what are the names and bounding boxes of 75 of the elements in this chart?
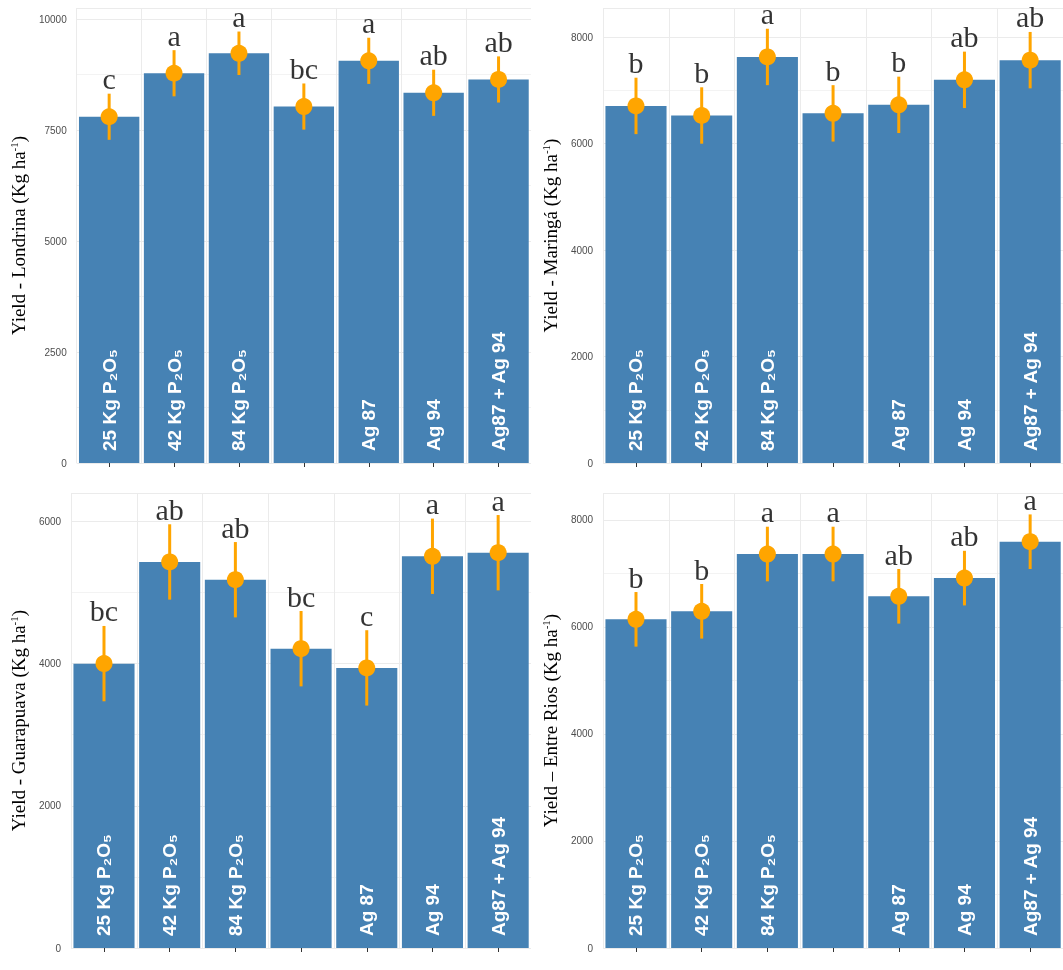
y-tick-label: 7500 — [44, 124, 68, 136]
annotation: bc — [286, 579, 316, 613]
y-tick-label: 0 — [587, 942, 594, 954]
y-tick-label: 8000 — [570, 514, 594, 526]
y-tick-label: 8000 — [570, 31, 594, 43]
annotation: ab — [419, 38, 448, 72]
annotation: bc — [89, 594, 119, 628]
x-tick-label: 84 Kg P₂O₅ — [756, 834, 778, 936]
y-tick-label: 0 — [587, 457, 594, 469]
y-tick-label: 6000 — [38, 515, 62, 527]
y-tick-label: 2000 — [38, 800, 62, 812]
x-tick-label: Ag87 + Ag 94 — [488, 331, 510, 451]
annotation: a — [362, 6, 376, 40]
annotation: b — [628, 46, 644, 80]
x-tick-label: Ag 94 — [953, 398, 975, 451]
annotation: c — [102, 62, 116, 96]
x-tick-label: Ag 87 — [888, 399, 910, 451]
annotation: c — [360, 598, 374, 632]
annotation: b — [694, 55, 710, 89]
x-tick-label: Ag 94 — [421, 883, 443, 936]
annotation: b — [825, 53, 841, 87]
annotation: ab — [1015, 0, 1045, 34]
y-tick-label: 6000 — [570, 138, 594, 150]
y-axis-title: Yield - Maringá (Kg ha-1) — [539, 138, 562, 333]
annotation: bc — [289, 51, 319, 85]
y-tick-label: 10000 — [38, 13, 68, 25]
annotation: a — [826, 495, 840, 529]
annotation: b — [628, 560, 644, 594]
y-tick-label: 2500 — [44, 346, 68, 358]
y-axis-title: Yield – Entre Rios (Kg ha-1) — [539, 613, 562, 828]
y-tick-label: 2000 — [570, 351, 594, 363]
x-tick-label: 42 Kg P₂O₅ — [159, 834, 181, 936]
annotation: a — [167, 18, 181, 52]
annotation: ab — [950, 20, 979, 54]
annotation: a — [232, 0, 246, 34]
annotation: ab — [884, 537, 913, 571]
x-tick-label: 84 Kg P₂O₅ — [756, 349, 778, 451]
annotation: ab — [155, 492, 184, 526]
y-tick-label: 5000 — [44, 235, 68, 247]
x-tick-label: 42 Kg P₂O₅ — [691, 834, 713, 936]
x-tick-label: Ag87 + Ag 94 — [1019, 331, 1041, 451]
x-tick-label: Ag 87 — [356, 884, 378, 936]
x-tick-label: Ag 94 — [953, 883, 975, 936]
annotation: ab — [221, 510, 250, 544]
x-tick-label: 25 Kg P₂O₅ — [93, 834, 115, 936]
x-tick-label: Ag 87 — [888, 884, 910, 936]
annotation: a — [760, 495, 775, 529]
x-tick-label: 25 Kg P₂O₅ — [625, 834, 647, 936]
annotation: a — [760, 0, 775, 31]
x-tick-label: Ag87 + Ag 94 — [487, 816, 509, 936]
y-tick-label: 6000 — [570, 621, 594, 633]
x-tick-label: Ag 87 — [358, 399, 380, 451]
x-tick-label: 84 Kg P₂O₅ — [228, 349, 250, 451]
y-tick-label: 4000 — [570, 728, 594, 740]
y-axis-title: Yield - Londrina (Kg ha-1) — [7, 135, 30, 336]
y-tick-label: 2000 — [570, 835, 594, 847]
y-tick-label: 0 — [55, 942, 62, 954]
x-tick-label: 42 Kg P₂O₅ — [691, 349, 713, 451]
y-tick-label: 4000 — [38, 658, 62, 670]
annotation: b — [891, 45, 907, 79]
y-tick-label: 0 — [61, 457, 68, 469]
annotation: a — [425, 487, 440, 521]
annotation: a — [1023, 482, 1037, 516]
x-tick-label: Ag87 + Ag 94 — [1019, 816, 1041, 936]
annotation: b — [694, 552, 710, 586]
annotation: a — [491, 483, 505, 517]
y-axis-title: Yield - Guarapuava (Kg ha-1) — [7, 609, 30, 832]
x-tick-label: 42 Kg P₂O₅ — [163, 349, 185, 451]
x-tick-label: 25 Kg P₂O₅ — [98, 349, 120, 451]
annotation: ab — [950, 519, 979, 553]
y-tick-label: 4000 — [570, 244, 594, 256]
x-tick-label: 84 Kg P₂O₅ — [224, 834, 246, 936]
x-tick-label: 25 Kg P₂O₅ — [625, 349, 647, 451]
annotation: ab — [484, 24, 513, 58]
x-tick-label: Ag 94 — [423, 398, 445, 451]
